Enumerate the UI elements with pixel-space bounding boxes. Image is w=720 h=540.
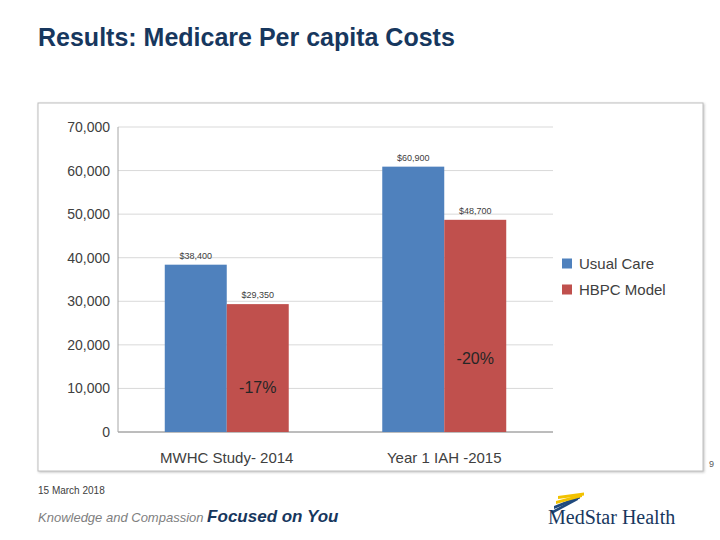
y-tick-label: 20,000: [67, 337, 110, 353]
y-axis: 0 10,000 20,000 30,000 40,000 50,000 60,000 70,…: [67, 119, 553, 440]
annotation: -20%: [457, 350, 494, 367]
logo-text: MedStar Health: [548, 506, 675, 528]
logo: MedStar Health: [548, 493, 675, 529]
page-number: 9: [709, 459, 714, 469]
y-tick-label: 60,000: [67, 163, 110, 179]
data-label: $60,900: [397, 153, 430, 163]
grid-line: [118, 170, 553, 171]
bar: [227, 304, 289, 432]
bar: [444, 220, 506, 432]
logo-stripe: [558, 493, 584, 500]
y-tick-label: 50,000: [67, 206, 110, 222]
data-label: $38,400: [179, 251, 212, 261]
chart-frame: [38, 103, 703, 471]
date: 15 March 2018: [38, 485, 105, 496]
x-tick-label: Year 1 IAH -2015: [387, 449, 502, 466]
x-tick-label: MWHC Study- 2014: [160, 449, 293, 466]
bar: [165, 265, 227, 432]
y-tick-label: 70,000: [67, 119, 110, 135]
bar: [382, 167, 444, 432]
legend-swatch: [562, 285, 572, 295]
y-tick-label: 0: [102, 424, 110, 440]
y-tick-label: 30,000: [67, 293, 110, 309]
slide: Results: Medicare Per capita Costs 0 10,00…: [0, 0, 720, 540]
bars: [165, 167, 506, 432]
legend: Usual Care HBPC Model: [562, 255, 666, 298]
legend-label: HBPC Model: [579, 281, 666, 298]
grid-line: [118, 127, 553, 128]
data-label: $29,350: [241, 290, 274, 300]
y-axis-line: [118, 127, 119, 432]
tagline-emphasis: Focused on You: [207, 507, 339, 526]
legend-swatch: [562, 259, 572, 269]
data-label: $48,700: [459, 206, 492, 216]
tagline-text: Knowledge and Compassion: [38, 510, 207, 525]
annotation: -17%: [239, 379, 276, 396]
title: Results: Medicare Per capita Costs: [38, 23, 455, 51]
labels: $38,400 $60,900 $29,350 $48,700 -17% -20%: [179, 153, 493, 397]
tagline: Knowledge and Compassion Focused on You: [38, 507, 339, 526]
legend-label: Usual Care: [579, 255, 654, 272]
y-tick-label: 10,000: [67, 380, 110, 396]
y-tick-label: 40,000: [67, 250, 110, 266]
